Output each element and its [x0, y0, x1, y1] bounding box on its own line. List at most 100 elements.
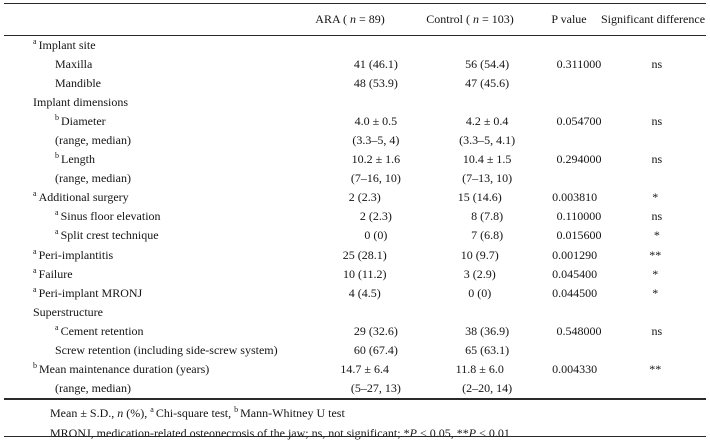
table-row: a Split crest technique 0 (0) 7 (6.8) 0.0156…	[4, 226, 706, 245]
cell-pvalue: 0.294000	[556, 152, 602, 167]
footnote-marker: a	[55, 227, 59, 237]
cell-pvalue: 0.311000	[556, 57, 602, 72]
header-ara-column: ARA ( n = 89)	[315, 12, 385, 26]
cell-control: 7 (6.8)	[471, 228, 504, 243]
cell-control: 10 (9.7)	[460, 247, 499, 262]
cell-ara: 2 (2.3)	[348, 190, 381, 205]
table-body: a Implant site Maxilla 41 (46.1) 56 (54.4) 0.…	[4, 36, 706, 400]
table-row: (range, median) (3.3–5, 4) (3.3–5, 4.1)	[4, 131, 706, 150]
cell-control: 10.4 ± 1.5	[462, 152, 512, 167]
cell-pvalue: 0.110000	[556, 209, 602, 224]
row-label: a Peri-implantitis	[33, 246, 114, 262]
cell-significance: ns	[651, 323, 663, 338]
row-label: (range, median)	[55, 380, 131, 395]
footnote-marker: b	[33, 360, 37, 370]
row-label: a Cement retention	[55, 322, 144, 338]
row-label: Superstructure	[33, 304, 103, 319]
footnote-marker: a	[55, 322, 59, 332]
table-row: a Failure 10 (11.2) 3 (2.9) 0.045400 *	[4, 265, 706, 284]
cell-pvalue: 0.044500	[552, 285, 598, 300]
table-row: Mandible 48 (53.9) 47 (45.6)	[4, 74, 706, 93]
footnote-marker: a	[33, 265, 37, 275]
footnote-marker: a	[33, 246, 37, 256]
cell-significance: *	[653, 228, 660, 243]
table-row: a Peri-implant MRONJ 4 (4.5) 0 (0) 0.044500 *	[4, 284, 706, 303]
cell-pvalue: 0.001290	[552, 247, 598, 262]
table-row: b Mean maintenance duration (years) 14.7 ±…	[4, 360, 706, 379]
table-row: b Length 10.2 ± 1.6 10.4 ± 1.5 0.294000 ns	[4, 150, 706, 169]
cell-ara: 60 (67.4)	[353, 342, 398, 357]
row-label: (range, median)	[55, 133, 131, 148]
table-row: a Sinus floor elevation 2 (2.3) 8 (7.8) 0.11…	[4, 207, 706, 226]
row-label: a Additional surgery	[33, 189, 129, 205]
cell-control: (3.3–5, 4.1)	[459, 133, 516, 148]
row-label: a Failure	[33, 265, 73, 281]
cell-control: 56 (54.4)	[465, 57, 510, 72]
cell-control: 47 (45.6)	[465, 76, 510, 91]
cell-control: 15 (14.6)	[457, 190, 502, 205]
row-label: b Mean maintenance duration (years)	[33, 360, 210, 376]
cell-ara: 10 (11.2)	[342, 266, 387, 281]
cell-control: 3 (2.9)	[463, 266, 496, 281]
footnote-marker: a	[33, 189, 37, 199]
footnote-marker: a	[33, 284, 37, 294]
cell-control: 65 (63.1)	[465, 342, 510, 357]
row-label: Screw retention (including side-screw sy…	[55, 342, 278, 357]
cell-pvalue: 0.003810	[552, 190, 598, 205]
cell-significance: ns	[651, 114, 663, 129]
cell-ara: 29 (32.6)	[353, 323, 398, 338]
cell-ara: 48 (53.9)	[353, 76, 398, 91]
cell-ara: 4.0 ± 0.5	[354, 114, 398, 129]
cell-control: 11.8 ± 6.0	[455, 361, 504, 376]
cell-ara: 4 (4.5)	[348, 285, 381, 300]
row-label: (range, median)	[55, 171, 131, 186]
cell-ara: 2 (2.3)	[359, 209, 392, 224]
row-label: a Implant site	[33, 37, 96, 53]
cell-ara: (7–16, 10)	[350, 171, 401, 186]
cell-ara: (3.3–5, 4)	[352, 133, 400, 148]
cell-pvalue: 0.015600	[556, 228, 602, 243]
table-row: a Implant site	[4, 36, 706, 55]
cell-pvalue: 0.045400	[552, 266, 598, 281]
cell-pvalue: 0.054700	[556, 114, 602, 129]
table-row: a Additional surgery 2 (2.3) 15 (14.6) 0.003…	[4, 188, 706, 207]
header-pvalue-column: P value	[551, 12, 587, 26]
row-label: Mandible	[55, 76, 101, 91]
cell-pvalue: 0.004330	[552, 361, 598, 376]
cell-significance: ns	[651, 57, 663, 72]
cell-ara: 25 (28.1)	[342, 247, 387, 262]
comparison-table: ARA ( n = 89) Control ( n = 103) P value…	[4, 3, 706, 400]
cell-significance: *	[652, 285, 659, 300]
row-label: b Diameter	[55, 113, 106, 129]
page-bottom-rule	[4, 436, 706, 437]
cell-control: 4.2 ± 0.4	[465, 114, 509, 129]
footnote-marker: b	[55, 113, 59, 123]
table-row: a Cement retention 29 (32.6) 38 (36.9) 0.548…	[4, 322, 706, 341]
cell-ara: 14.7 ± 6.4	[340, 361, 389, 376]
footnote-marker: a	[55, 208, 59, 218]
row-label: a Split crest technique	[55, 227, 159, 243]
row-label: b Length	[55, 151, 95, 167]
cell-control: 0 (0)	[468, 285, 492, 300]
header-significance-column: Significant difference	[600, 12, 706, 26]
table-row: a Peri-implantitis 25 (28.1) 10 (9.7) 0.0012…	[4, 246, 706, 265]
footnote-abbreviations: MRONJ, medication-related osteonecrosis …	[50, 426, 510, 440]
footnote-marker: b	[55, 151, 59, 161]
table-header-row: ARA ( n = 89) Control ( n = 103) P value…	[4, 3, 706, 36]
row-label: Maxilla	[55, 57, 93, 72]
table-row: Superstructure	[4, 303, 706, 322]
cell-control: 8 (7.8)	[471, 209, 504, 224]
header-control-column: Control ( n = 103)	[426, 12, 514, 26]
table-row: Implant dimensions	[4, 93, 706, 112]
row-label: a Peri-implant MRONJ	[33, 284, 143, 300]
cell-control: (2–20, 14)	[462, 380, 513, 395]
table-row: (range, median) (5–27, 13) (2–20, 14)	[4, 379, 706, 398]
table-row: Maxilla 41 (46.1) 56 (54.4) 0.311000 ns	[4, 55, 706, 74]
row-label: a Sinus floor elevation	[55, 208, 161, 224]
cell-significance: *	[652, 190, 659, 205]
cell-significance: **	[649, 247, 662, 262]
cell-ara: 10.2 ± 1.6	[351, 152, 401, 167]
cell-significance: ns	[651, 209, 663, 224]
table-row: Screw retention (including side-screw sy…	[4, 341, 706, 360]
